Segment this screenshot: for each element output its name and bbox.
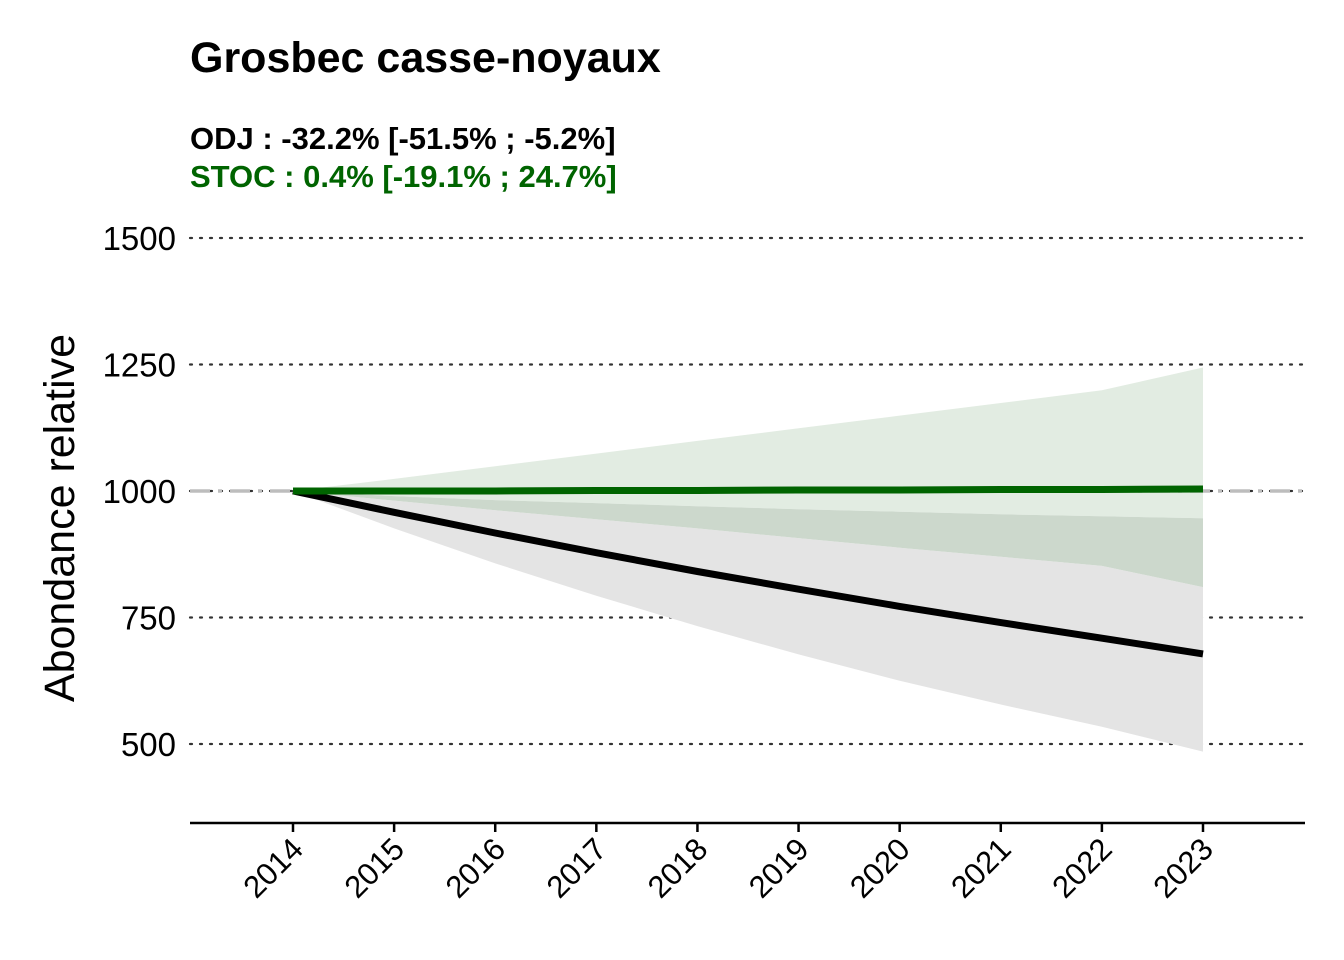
y-tick-label: 500 [121,726,176,763]
y-tick-label: 1250 [103,347,176,384]
stoc-trend-line [293,485,1204,495]
chart-title: Grosbec casse-noyaux [190,34,661,82]
subtitle-odj: ODJ : -32.2% [-51.5% ; -5.2%] [190,121,616,156]
x-tick-label: 2021 [944,831,1018,905]
stoc-confidence-band [293,367,1203,519]
y-tick-label: 1500 [103,220,176,257]
x-tick-label: 2014 [236,831,310,905]
y-tick-label: 750 [121,600,176,637]
odj-confidence-band [293,491,1203,752]
y-axis-label: Abondance relative [36,334,84,702]
odj-trend-line [292,487,1204,658]
x-tick-label: 2020 [843,831,917,905]
y-tick-label: 1000 [103,473,176,510]
x-tick-label: 2022 [1045,831,1119,905]
x-tick-label: 2023 [1146,831,1220,905]
band-layer [293,367,1203,752]
overlap-band [293,491,1203,588]
x-tick-label: 2019 [742,831,816,905]
x-tick-label: 2018 [641,831,715,905]
x-tick-label: 2016 [439,831,513,905]
x-tick-label: 2015 [338,831,412,905]
line-layer [292,485,1204,658]
x-tick-label: 2017 [540,831,614,905]
subtitle-stoc: STOC : 0.4% [-19.1% ; 24.7%] [190,159,617,194]
